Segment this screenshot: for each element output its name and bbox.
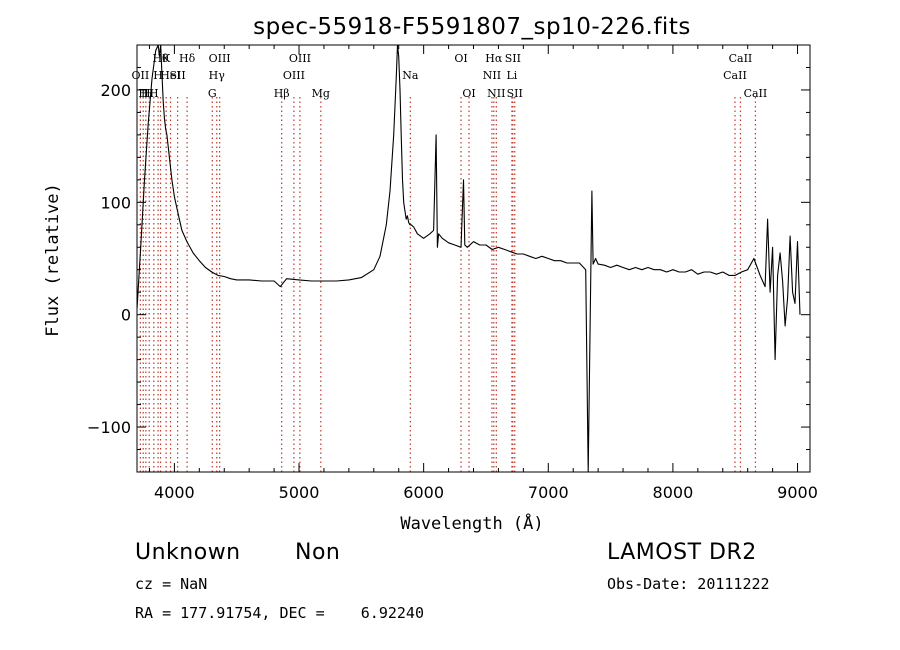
line-id-label: H (153, 69, 163, 82)
line-id-label: SII (505, 52, 521, 65)
line-id-label: Hβ (274, 87, 290, 100)
line-id-label: Hδ (179, 52, 196, 65)
line-id-label: OI (454, 52, 467, 65)
line-id-label: Na (402, 69, 419, 82)
line-id-label: Mg (312, 87, 330, 100)
x-tick-label: 9000 (777, 483, 818, 502)
y-tick-label: 0 (121, 306, 131, 325)
spectrum-data (137, 45, 801, 472)
survey-text: LAMOST DR2 (607, 540, 757, 565)
spectrum-line (137, 45, 801, 472)
line-id-label: SII (507, 87, 523, 100)
y-axis-label: Flux (relative) (43, 183, 63, 337)
redshift-text: cz = NaN (135, 575, 208, 593)
line-id-label: OIII (289, 52, 311, 65)
line-id-label: CaII (729, 52, 753, 65)
classification-text: Unknown (135, 540, 241, 565)
line-id-label: H (141, 87, 151, 100)
plot-axes: 4000 5000 6000 7000 8000 9000 −100 0 100 200 (87, 44, 818, 502)
line-id-label: H (138, 87, 148, 100)
x-tick-label: 6000 (403, 483, 444, 502)
line-id-label: OIII (283, 69, 305, 82)
line-id-markers: OIIHHHHHHθKHeISIIHδHγGOIIIHβOIIIOIIIMgNa… (132, 52, 768, 472)
chart-title: spec-55918-F5591807_sp10-226.fits (253, 14, 691, 40)
x-axis-label: Wavelength (Å) (400, 512, 543, 534)
line-id-label: CaII (744, 87, 768, 100)
y-tick-label: 100 (100, 193, 131, 212)
x-tick-label: 4000 (154, 483, 195, 502)
coordinates-text: RA = 177.91754, DEC = 6.92240 (135, 604, 424, 622)
line-id-label: G (208, 87, 217, 100)
line-id-label: OI (462, 87, 475, 100)
x-tick-label: 5000 (279, 483, 320, 502)
x-tick-label: 7000 (528, 483, 569, 502)
plot-frame (136, 44, 811, 473)
line-id-label: HeI (160, 69, 180, 82)
line-id-label: Li (506, 69, 517, 82)
line-id-label: CaII (723, 69, 747, 82)
line-id-label: Hγ (209, 69, 226, 82)
line-id-label: NII (487, 87, 505, 100)
obs-date-text: Obs-Date: 20111222 (607, 575, 770, 593)
line-id-label: K (162, 52, 171, 65)
subclass-text: Non (295, 540, 341, 565)
line-id-label: OIII (209, 52, 231, 65)
line-id-label: SII (170, 69, 186, 82)
line-id-label: H (149, 87, 159, 100)
y-tick-label: −100 (87, 418, 131, 437)
line-id-label: Hα (485, 52, 503, 65)
line-id-label: OII (132, 69, 150, 82)
line-id-label: H (144, 87, 154, 100)
line-id-label: NII (483, 69, 501, 82)
x-tick-label: 8000 (653, 483, 694, 502)
y-tick-label: 200 (100, 81, 131, 100)
